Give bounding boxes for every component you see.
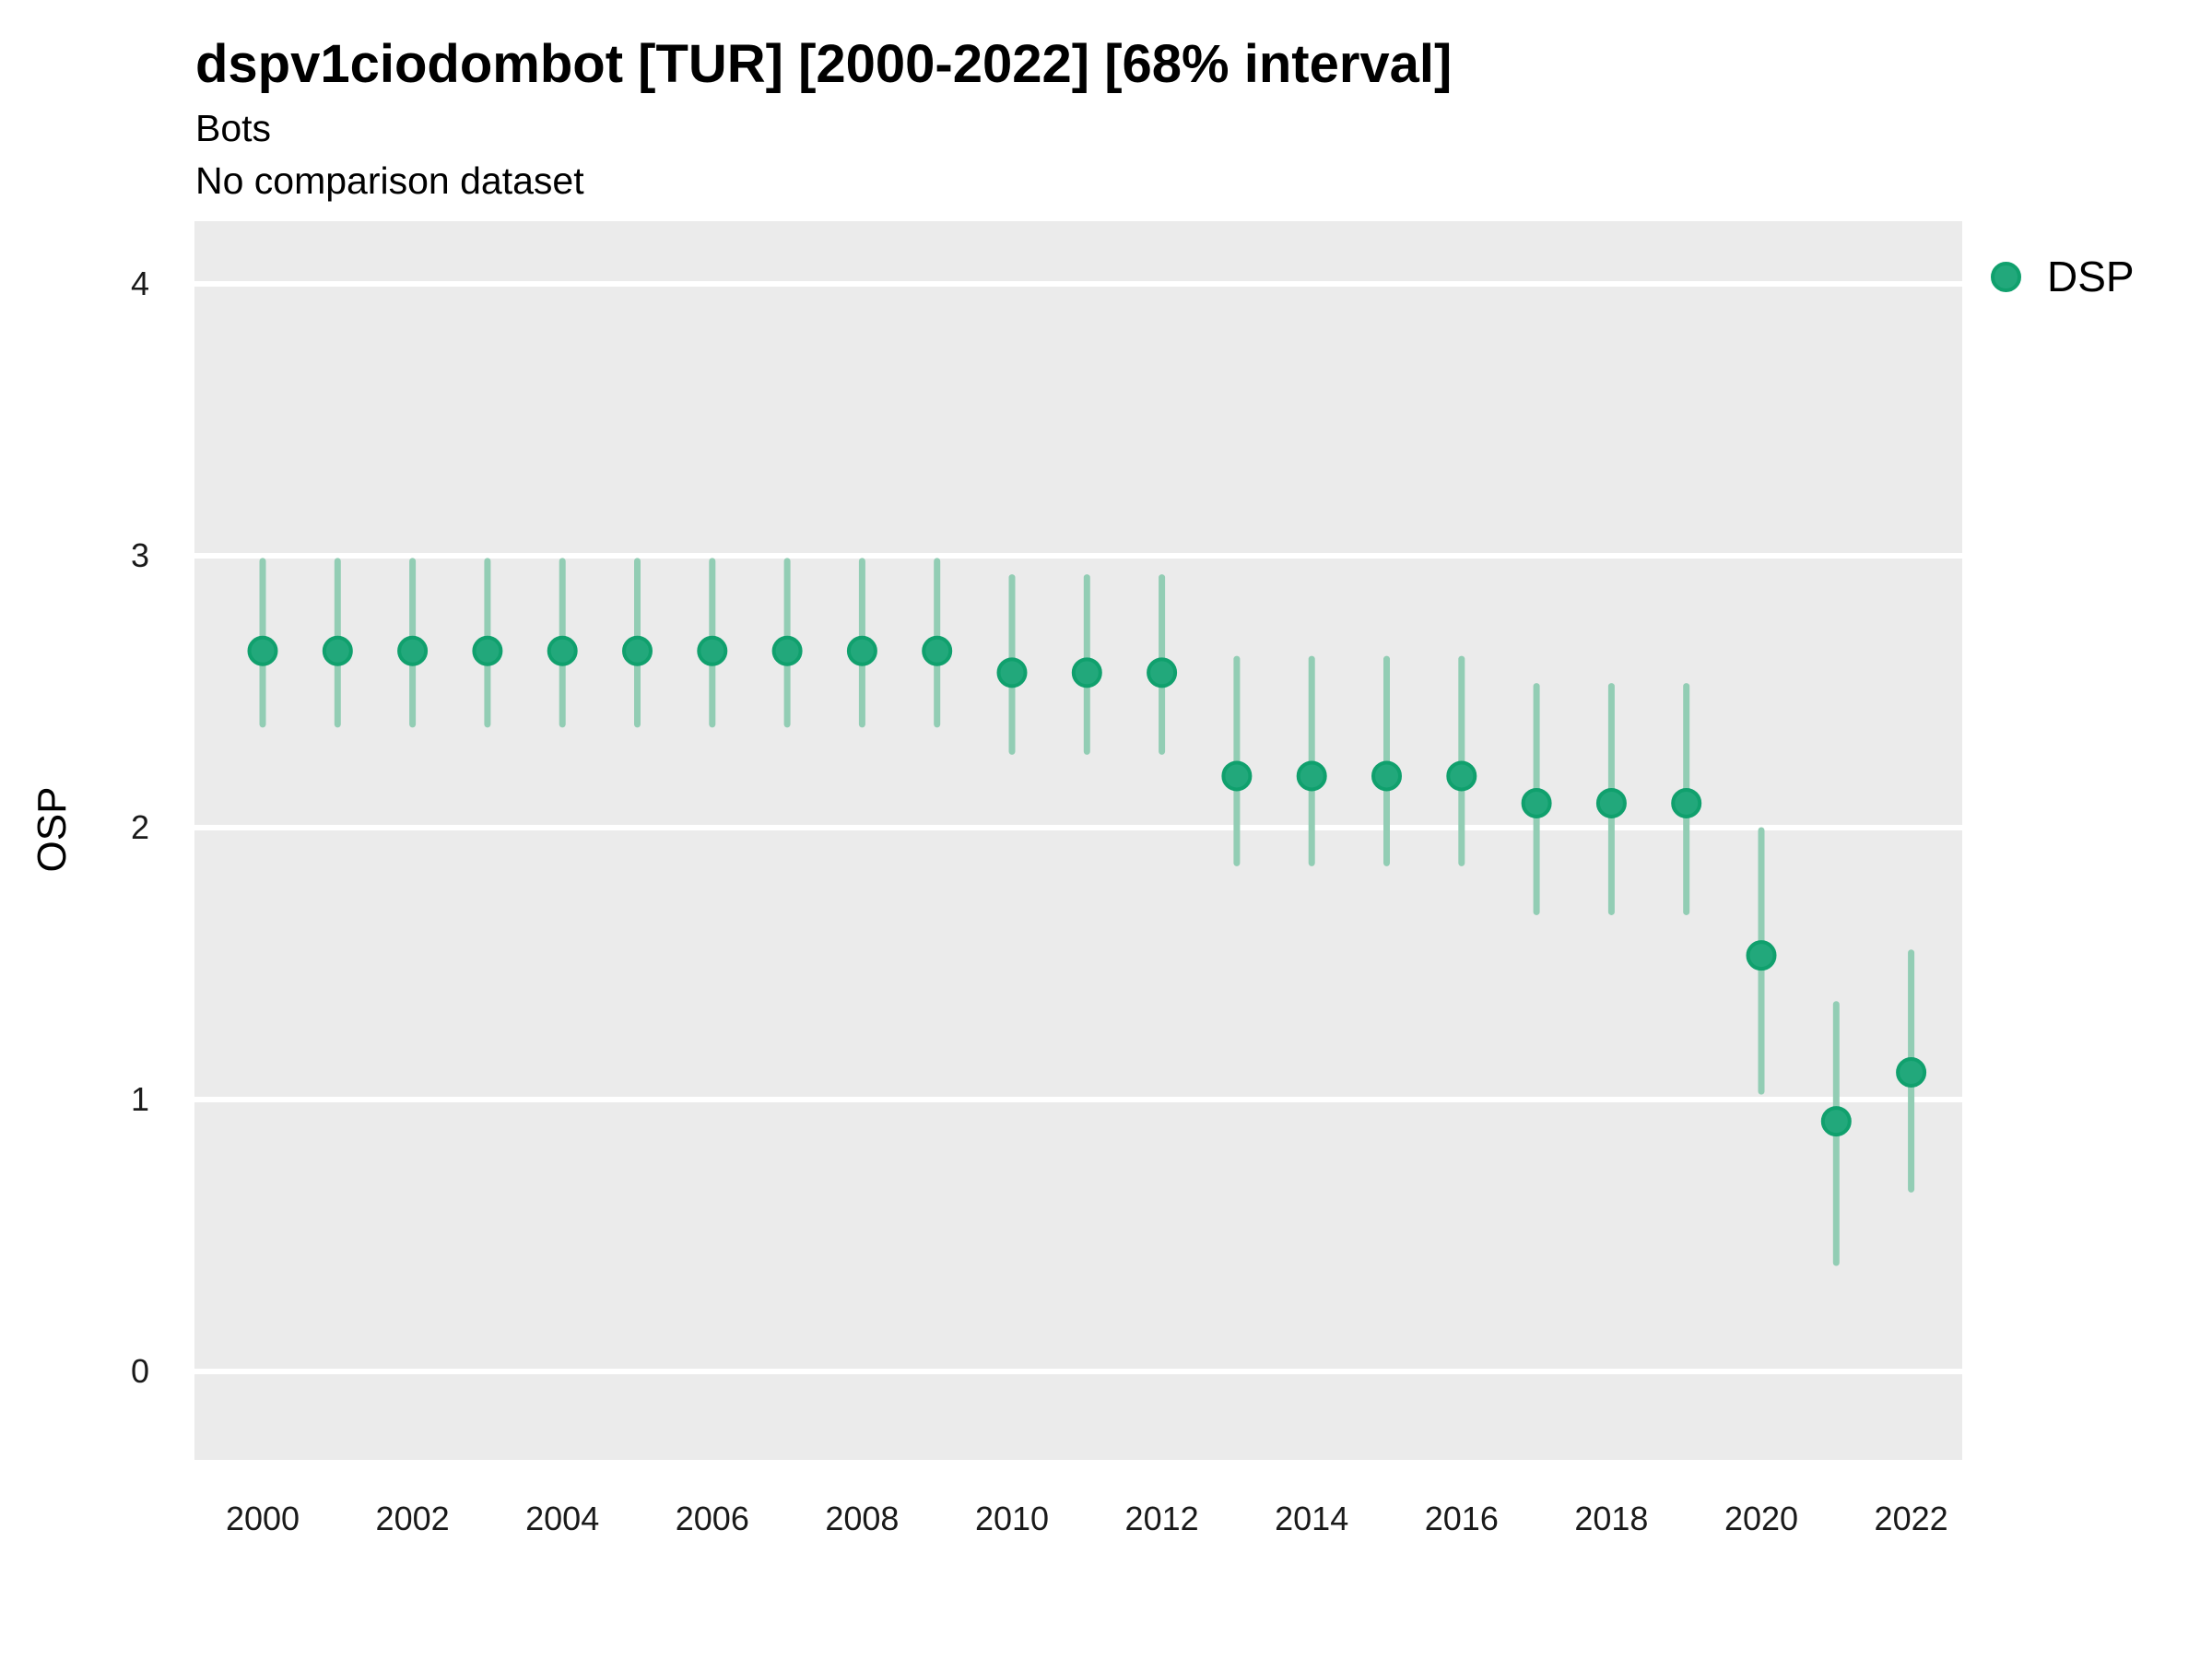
data-point-2017: [1521, 787, 1552, 818]
x-tick-label-2014: 2014: [1275, 1500, 1349, 1537]
plot-panel: [194, 221, 1962, 1460]
x-tick-label-2016: 2016: [1424, 1500, 1499, 1537]
legend-label: DSP: [2047, 253, 2135, 300]
data-point-2004: [547, 635, 578, 666]
x-tick-label-2002: 2002: [375, 1500, 450, 1537]
chart-title: dspv1ciodombot [TUR] [2000-2022] [68% in…: [195, 34, 1453, 94]
x-tick-label-2008: 2008: [825, 1500, 900, 1537]
data-point-2012: [1147, 657, 1178, 688]
x-tick-label-2000: 2000: [225, 1500, 300, 1537]
data-point-2010: [996, 657, 1028, 688]
legend: DSP: [1991, 249, 2135, 304]
data-point-2019: [1671, 787, 1702, 818]
y-tick-label-1: 1: [130, 1080, 149, 1118]
data-point-2000: [247, 635, 278, 666]
data-point-2005: [622, 635, 653, 666]
data-point-2001: [322, 635, 353, 666]
data-point-2009: [922, 635, 953, 666]
data-point-2014: [1296, 760, 1327, 792]
data-point-2020: [1746, 940, 1777, 971]
x-tick-label-2022: 2022: [1874, 1500, 1948, 1537]
data-point-2002: [397, 635, 429, 666]
x-tick-label-2004: 2004: [525, 1500, 600, 1537]
pointrange-plot: [194, 281, 1962, 1374]
data-point-2011: [1071, 657, 1102, 688]
data-point-2016: [1446, 760, 1477, 792]
data-point-2007: [771, 635, 803, 666]
data-point-2021: [1820, 1106, 1852, 1137]
data-point-2022: [1896, 1057, 1927, 1088]
legend-point-icon: [1991, 261, 2021, 292]
x-tick-label-2020: 2020: [1724, 1500, 1799, 1537]
x-tick-label-2012: 2012: [1124, 1500, 1199, 1537]
data-point-2013: [1221, 760, 1253, 792]
x-tick-label-2006: 2006: [675, 1500, 749, 1537]
chart-subtitle-line2: No comparison dataset: [195, 159, 584, 202]
chart-subtitle-line1: Bots: [195, 107, 272, 149]
y-tick-label-3: 3: [130, 536, 149, 574]
data-point-2003: [472, 635, 503, 666]
data-point-2008: [846, 635, 877, 666]
y-tick-label-0: 0: [130, 1352, 149, 1390]
y-tick-label-2: 2: [130, 808, 149, 846]
data-point-2006: [697, 635, 728, 666]
data-point-2018: [1595, 787, 1627, 818]
data-point-2015: [1371, 760, 1402, 792]
y-tick-label-4: 4: [130, 265, 149, 302]
x-tick-label-2018: 2018: [1574, 1500, 1649, 1537]
x-tick-label-2010: 2010: [974, 1500, 1050, 1537]
